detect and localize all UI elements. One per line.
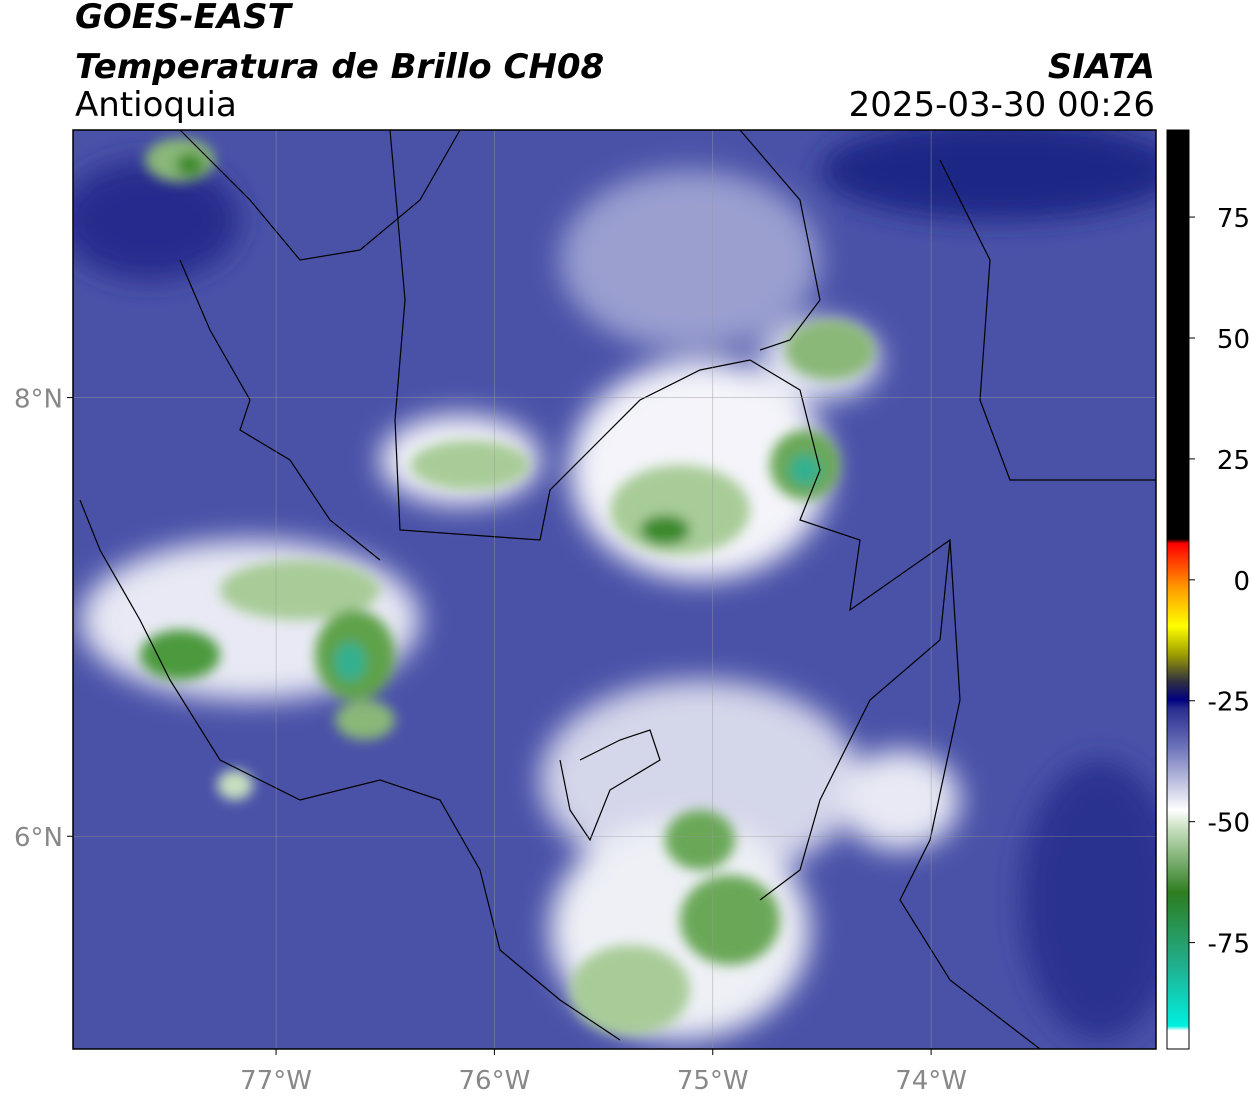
map-image (73, 130, 1156, 1049)
colorbar-tick-label: 25 (1217, 446, 1250, 476)
region: Antioquia (75, 85, 237, 125)
subtitle: Temperatura de Brillo CH08 (75, 47, 604, 87)
colorbar-tick-label: -50 (1208, 809, 1250, 839)
x-tick-label: 75°W (677, 1066, 749, 1096)
source: SIATA (1048, 47, 1155, 87)
map-frame (72, 129, 1157, 1050)
colorbar-tick-label: 50 (1217, 325, 1250, 355)
x-tick-label: 74°W (895, 1066, 967, 1096)
colorbar (1166, 129, 1190, 1050)
colorbar-tick-label: 75 (1217, 204, 1250, 234)
x-tick-label: 76°W (459, 1066, 531, 1096)
y-tick-label: 6°N (14, 823, 63, 853)
title: GOES-EAST (75, 0, 294, 37)
colorbar-tick-label: 0 (1233, 567, 1250, 597)
y-tick-label: 8°N (14, 385, 63, 415)
x-tick-label: 77°W (240, 1066, 312, 1096)
timestamp: 2025-03-30 00:26 (849, 85, 1155, 125)
colorbar-tick-label: -25 (1208, 688, 1250, 718)
colorbar-tick-label: -75 (1208, 930, 1250, 960)
grid (73, 130, 1156, 1049)
